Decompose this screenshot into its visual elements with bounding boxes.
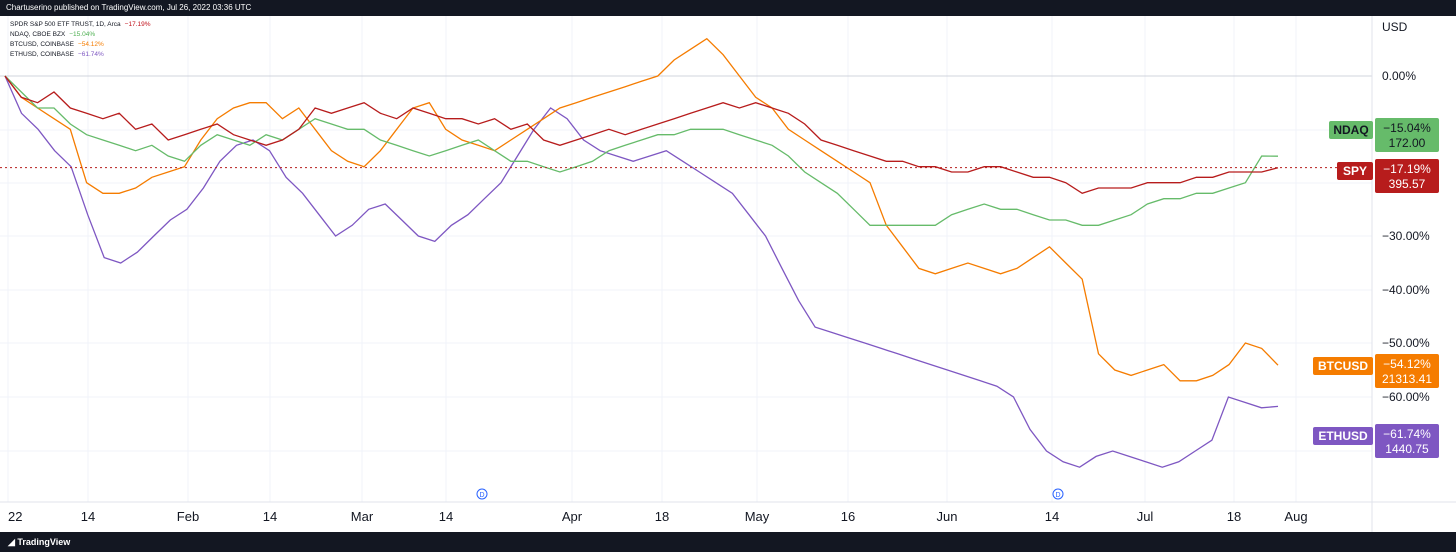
x-tick-label: 18: [655, 509, 669, 524]
price-tag-value-ndaq: 172.00: [1389, 136, 1426, 150]
price-tag-eth: [1375, 424, 1439, 458]
series-line-spy[interactable]: [4, 75, 1279, 195]
x-tick-label: 22: [8, 509, 22, 524]
y-tick-label: −40.00%: [1382, 283, 1430, 297]
legend-change-eth: −61.74%: [77, 51, 104, 58]
legend-row-spy: SPDR S&P 500 ETF TRUST, 1D, Arca −17.19%: [10, 20, 151, 30]
x-tick-label: Feb: [177, 509, 199, 524]
chart-background: [0, 16, 1456, 532]
legend-name-spy: SPDR S&P 500 ETF TRUST, 1D, Arca: [10, 21, 121, 28]
price-tag-pct-ndaq: −15.04%: [1383, 121, 1431, 135]
price-tag-pct-eth: −61.74%: [1383, 427, 1431, 441]
x-tick-label: Jun: [937, 509, 958, 524]
tradingview-logo[interactable]: ◢ TradingView: [8, 537, 71, 547]
price-tag-value-btc: 21313.41: [1382, 372, 1432, 386]
x-tick-label: 18: [1227, 509, 1241, 524]
price-tag-value-eth: 1440.75: [1385, 442, 1429, 456]
legend-row-btc: BTCUSD, COINBASE −54.12%: [10, 40, 151, 50]
comparison-chart[interactable]: USD0.00%−30.00%−40.00%−50.00%−60.00%−70.…: [0, 16, 1456, 532]
dividend-marker-label: D: [479, 492, 484, 499]
series-tag-name-ndaq: NDAQ: [1333, 123, 1368, 137]
legend-change-btc: −54.12%: [77, 41, 104, 48]
series-line-eth[interactable]: [4, 75, 1279, 468]
x-tick-label: Aug: [1284, 509, 1307, 524]
x-tick-label: 16: [841, 509, 855, 524]
price-tag-pct-btc: −54.12%: [1383, 357, 1431, 371]
series-tag-name-eth: ETHUSD: [1318, 429, 1368, 443]
legend-change-ndaq: −15.04%: [69, 31, 96, 38]
series-line-ndaq[interactable]: [4, 75, 1279, 226]
x-tick-label: 14: [81, 509, 95, 524]
y-tick-label: −60.00%: [1382, 390, 1430, 404]
series-tag-name-spy: SPY: [1343, 164, 1367, 178]
currency-label: USD: [1382, 20, 1408, 34]
dividend-marker-label: D: [1055, 492, 1060, 499]
x-tick-label: Mar: [351, 509, 374, 524]
legend-row-ndaq: NDAQ, CBOE BZX −15.04%: [10, 30, 151, 40]
legend-name-btc: BTCUSD, COINBASE: [10, 41, 74, 48]
chart-legend: SPDR S&P 500 ETF TRUST, 1D, Arca −17.19% …: [10, 20, 151, 60]
legend-name-eth: ETHUSD, COINBASE: [10, 51, 74, 58]
x-tick-label: Jul: [1137, 509, 1154, 524]
dividend-marker[interactable]: [476, 488, 488, 500]
series-tag-name-btc: BTCUSD: [1318, 359, 1368, 373]
series-line-btc[interactable]: [4, 37, 1279, 382]
y-tick-label: 0.00%: [1382, 69, 1416, 83]
legend-change-spy: −17.19%: [124, 21, 151, 28]
series-tag-spy[interactable]: [1337, 162, 1373, 180]
price-tag-spy: [1375, 159, 1439, 193]
price-tag-value-spy: 395.57: [1389, 177, 1426, 191]
y-tick-label: −50.00%: [1382, 336, 1430, 350]
footer-bar: ◢ TradingView: [0, 532, 1456, 552]
x-tick-label: May: [745, 509, 770, 524]
publisher-bar: Chartuserino published on TradingView.co…: [0, 0, 1456, 16]
brand-text: TradingView: [17, 537, 71, 547]
series-tag-ndaq[interactable]: [1329, 121, 1373, 139]
legend-name-ndaq: NDAQ, CBOE BZX: [10, 31, 66, 38]
series-tag-btc[interactable]: [1313, 357, 1373, 375]
price-tag-btc: [1375, 354, 1439, 388]
x-tick-label: Apr: [562, 509, 583, 524]
x-tick-label: 14: [263, 509, 277, 524]
publisher-text: Chartuserino published on TradingView.co…: [6, 3, 252, 12]
price-tag-pct-spy: −17.19%: [1383, 162, 1431, 176]
price-tag-ndaq: [1375, 118, 1439, 152]
x-tick-label: 14: [1045, 509, 1059, 524]
dividend-marker[interactable]: [1052, 488, 1064, 500]
series-tag-eth[interactable]: [1313, 427, 1373, 445]
x-tick-label: 14: [439, 509, 453, 524]
y-tick-label: −30.00%: [1382, 229, 1430, 243]
legend-row-eth: ETHUSD, COINBASE −61.74%: [10, 50, 151, 60]
